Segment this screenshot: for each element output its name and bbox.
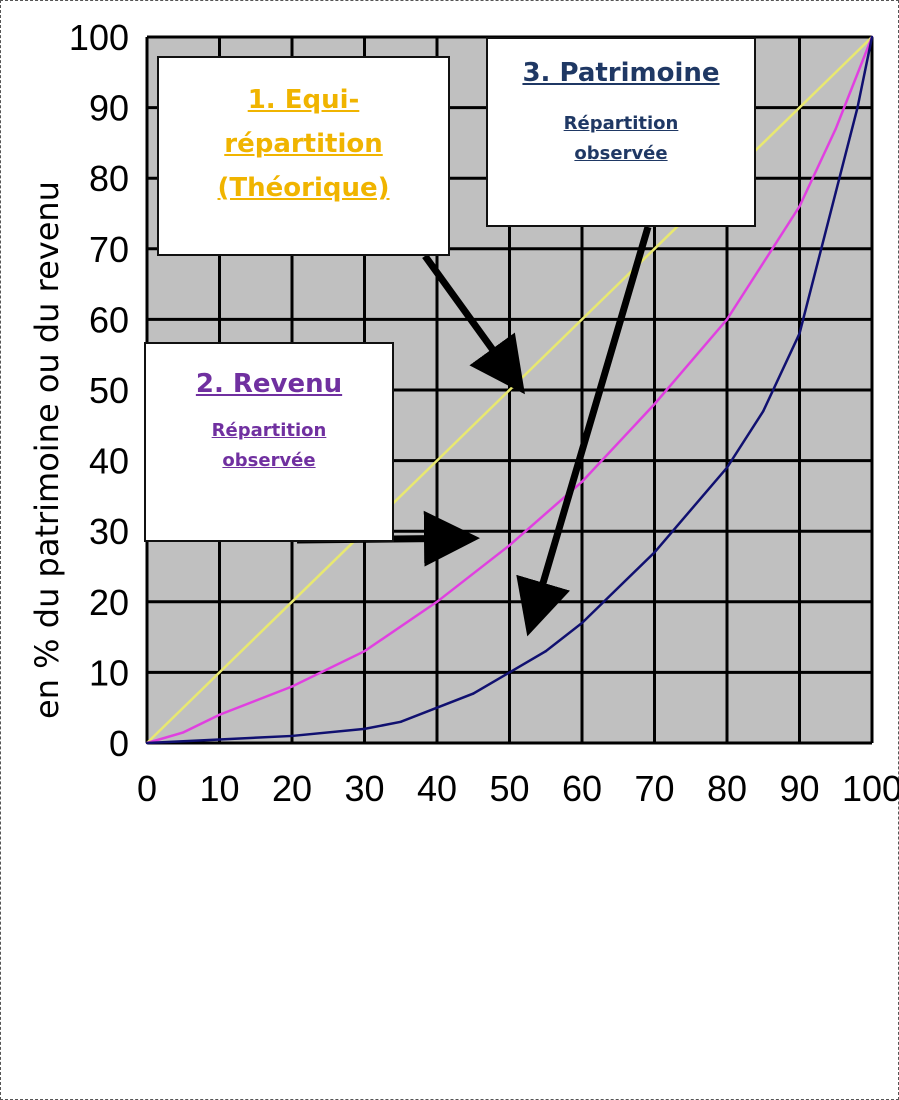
annotation-patrimoine-subtitle: Répartition observée	[563, 113, 679, 164]
annotation-equi-title: 1. Equi- répartition	[224, 85, 383, 159]
series-point-patrimoine	[834, 191, 837, 194]
y-tick-label: 20	[89, 582, 129, 623]
series-point-patrimoine	[399, 720, 402, 724]
series-point-patrimoine	[863, 71, 866, 74]
y-axis-ticks: 0 10 20 30 40 50 60 70 80 90 100	[69, 17, 129, 764]
x-tick-label: 30	[344, 768, 384, 809]
series-point-equi	[580, 318, 584, 321]
series-point-equi	[290, 600, 294, 603]
series-point-patrimoine	[580, 621, 584, 625]
series-point-patrimoine	[435, 706, 439, 709]
series-point-patrimoine	[856, 106, 859, 109]
series-point-revenu	[290, 685, 294, 688]
series-point-revenu	[182, 731, 185, 734]
x-tick-label: 10	[199, 768, 239, 809]
series-point-patrimoine	[472, 692, 475, 695]
x-axis-ticks: 0 10 20 30 40 50 60 70 80 90 100	[137, 768, 899, 809]
y-tick-label: 10	[89, 652, 129, 693]
series-point-equi	[798, 106, 801, 109]
series-point-equi	[218, 671, 221, 674]
series-point-equi	[653, 247, 656, 250]
annotation-revenu-subtitle: Répartition observée	[211, 420, 327, 471]
y-tick-label: 60	[89, 299, 129, 340]
series-point-patrimoine	[218, 738, 221, 741]
annotation-revenu-title: 2. Revenu	[195, 369, 343, 399]
series-line-patrimoine	[146, 36, 874, 745]
annotation-revenu: 2. Revenu Répartition observée	[144, 342, 394, 542]
annotation-equi: 1. Equi- répartition (Théorique)	[157, 56, 450, 256]
y-tick-label: 40	[89, 441, 129, 482]
series-point-revenu	[725, 318, 729, 321]
y-tick-label: 80	[89, 158, 129, 199]
series-point-patrimoine	[849, 134, 852, 138]
series-point-patrimoine	[544, 650, 547, 653]
series-point-revenu	[435, 600, 439, 603]
annotation-arrow-patrimoine	[516, 226, 652, 637]
series-point-revenu	[834, 127, 837, 130]
x-tick-label: 20	[272, 768, 312, 809]
y-tick-label: 30	[89, 511, 129, 552]
series-point-revenu	[798, 205, 801, 208]
x-tick-label: 50	[489, 768, 529, 809]
series-point-revenu	[580, 480, 584, 483]
series-point-patrimoine	[725, 466, 729, 469]
x-tick-label: 80	[707, 768, 747, 809]
y-tick-label: 0	[109, 723, 129, 764]
series-point-equi	[508, 388, 511, 392]
y-tick-label: 50	[89, 370, 129, 411]
series-point-equi	[435, 459, 439, 462]
x-tick-label: 100	[842, 768, 899, 809]
series-point-patrimoine	[145, 741, 149, 745]
series-point-revenu	[508, 544, 511, 547]
x-tick-label: 70	[634, 768, 674, 809]
series-point-patrimoine	[653, 551, 656, 554]
x-tick-label: 90	[779, 768, 819, 809]
series-point-revenu	[363, 650, 366, 653]
annotation-patrimoine: 3. Patrimoine Répartition observée	[486, 37, 756, 227]
series-point-revenu	[218, 713, 221, 716]
y-tick-label: 100	[69, 17, 129, 58]
series-point-revenu	[653, 402, 656, 406]
annotation-patrimoine-title: 3. Patrimoine	[522, 58, 720, 88]
y-tick-label: 70	[89, 229, 129, 270]
series-point-patrimoine	[290, 734, 294, 738]
series-point-patrimoine	[870, 35, 874, 39]
series-point-patrimoine	[820, 247, 823, 250]
y-axis-label: en % du patrimoine ou du revenu	[28, 181, 66, 719]
x-tick-label: 0	[137, 768, 157, 809]
x-tick-label: 60	[562, 768, 602, 809]
series-point-patrimoine	[798, 332, 801, 335]
y-tick-label: 90	[89, 88, 129, 129]
series-point-patrimoine	[762, 409, 765, 413]
series-point-patrimoine	[508, 671, 511, 674]
series-point-patrimoine	[363, 727, 366, 731]
annotation-equi-subtitle: (Théorique)	[217, 173, 390, 203]
x-tick-label: 40	[417, 768, 457, 809]
annotation-arrow-equi	[422, 253, 525, 395]
